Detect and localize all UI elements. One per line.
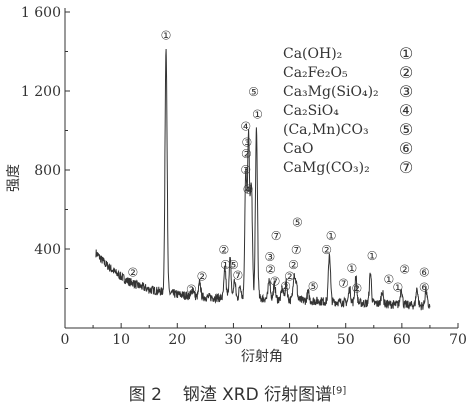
peak-annotation: ② [197, 270, 208, 284]
peak-annotation: ① [367, 249, 378, 263]
peak-annotation: ② [352, 281, 363, 295]
peak-annotation: ⑤ [308, 279, 319, 293]
peak-annotation: ② [128, 266, 139, 280]
legend-formula: CaMg(CO₃)₂ [283, 160, 370, 176]
x-ticks: 0 10 20 30 40 50 60 70 [61, 323, 467, 348]
peak-annotation: ② [241, 147, 252, 161]
y-ticks: 400 800 1 200 1 600 [21, 5, 70, 289]
peak-annotation: ② [399, 263, 410, 277]
legend-marker: ⑥ [399, 139, 413, 158]
legend-marker: ② [399, 63, 413, 82]
legend-formula: Ca₂SiO₄ [283, 103, 339, 119]
legend: Ca(OH)₂ ① Ca₂Fe₂O₅ ② Ca₃Mg(SiO₄)₂ ③ Ca₂SiO₄ ④ (C… [283, 44, 413, 177]
legend-marker: ⑤ [399, 120, 413, 139]
caption-text: 钢渣 XRD 衍射图谱 [182, 385, 333, 405]
x-tick-label: 0 [61, 332, 70, 348]
peak-annotation: ⑦ [291, 243, 302, 257]
peak-annotation: ⑤ [228, 258, 239, 272]
peak-annotation: ③ [242, 135, 253, 149]
peak-annotation: ⑥ [419, 280, 430, 294]
peak-annotation: ② [219, 243, 230, 257]
y-tick-label: 800 [34, 163, 61, 179]
legend-formula: (Ca,Mn)CO₃ [283, 122, 369, 138]
peak-annotation: ⑦ [271, 229, 282, 243]
x-tick-label: 30 [225, 332, 243, 348]
peak-annotation: ① [384, 273, 395, 287]
legend-marker: ④ [399, 101, 413, 120]
legend-marker: ③ [399, 82, 413, 101]
xrd-trace [95, 48, 431, 311]
y-axis-label: 强度 [6, 164, 22, 192]
peak-annotation: ⑤ [292, 215, 303, 229]
legend-marker: ⑦ [399, 158, 413, 177]
peak-annotation: ② [284, 270, 295, 284]
y-tick-label: 1 600 [21, 5, 61, 21]
peak-annotation: ④ [243, 183, 254, 197]
peak-annotation: ② [280, 279, 291, 293]
legend-formula: Ca₂Fe₂O₅ [283, 65, 348, 81]
peak-annotation: ⑥ [419, 266, 430, 280]
peak-annotation: ② [321, 243, 332, 257]
x-tick-label: 50 [337, 332, 355, 348]
x-tick-label: 20 [168, 332, 186, 348]
peak-annotation: ② [288, 258, 299, 272]
caption-reference: [9] [332, 385, 347, 397]
y-tick-label: 400 [34, 242, 61, 258]
figure-caption: 图 2 钢渣 XRD 衍射图谱[9] [0, 380, 475, 405]
peak-annotation: ⑦ [270, 275, 281, 289]
x-axis-label: 衍射角 [241, 349, 283, 365]
peak-annotation: ③ [265, 250, 276, 264]
y-tick-label: 1 200 [21, 84, 61, 100]
legend-formula: Ca(OH)₂ [283, 46, 342, 62]
legend-formula: CaO [283, 141, 314, 157]
legend-marker: ① [399, 44, 413, 63]
peak-annotation: ① [326, 229, 337, 243]
peak-annotation: ② [186, 282, 197, 296]
peak-annotation: ① [252, 108, 263, 122]
peak-annotation: ③ [240, 163, 251, 177]
peak-annotation: ① [347, 262, 358, 276]
peak-annotation: ① [161, 29, 172, 43]
peak-annotation: ⑦ [233, 269, 244, 283]
caption-prefix: 图 2 [128, 385, 162, 405]
peak-annotation: ② [265, 263, 276, 277]
peak-annotation: ① [220, 258, 231, 272]
peak-annotation: ① [393, 280, 404, 294]
x-tick-label: 70 [449, 332, 467, 348]
peak-annotation: ④ [240, 120, 251, 134]
legend-formula: Ca₃Mg(SiO₄)₂ [283, 84, 379, 100]
peak-annotation: ⑤ [248, 85, 259, 99]
peak-annotation: ⑦ [338, 277, 349, 291]
x-tick-label: 10 [112, 332, 130, 348]
x-tick-label: 40 [281, 332, 299, 348]
x-tick-label: 60 [393, 332, 411, 348]
